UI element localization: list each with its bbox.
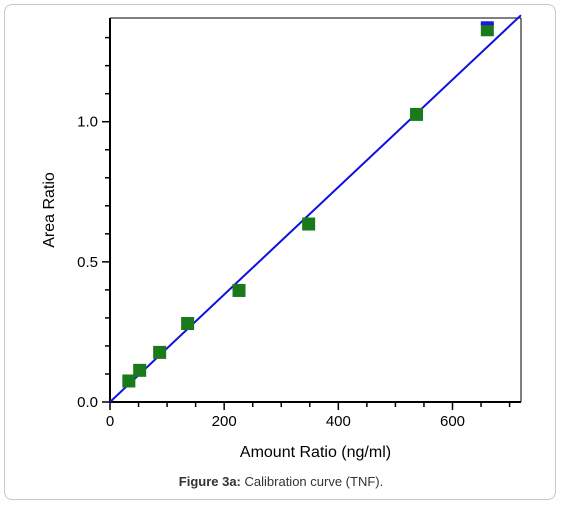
- data-point: [181, 317, 195, 331]
- y-tick-label: 0.5: [77, 254, 98, 271]
- x-ticks: 0 200 400 600: [106, 402, 511, 430]
- y-ticks: 0.0 0.5 1.0: [77, 36, 110, 411]
- data-point: [480, 23, 494, 37]
- figure-label: Figure 3a:: [178, 474, 241, 489]
- x-tick-label: 0: [106, 413, 114, 430]
- calibration-chart: 0 200 400 600 0.0 0.5 1.0 Amount Ratio (ng/ml…: [41, 14, 522, 461]
- x-axis-label: Amount Ratio (ng/ml): [240, 444, 391, 461]
- fit-line: [109, 14, 522, 403]
- y-axis-label: Area Ratio: [41, 172, 58, 248]
- x-tick-label: 400: [326, 413, 351, 430]
- data-point: [410, 107, 424, 121]
- x-tick-label: 600: [440, 413, 465, 430]
- fit-line-group: [109, 14, 522, 403]
- data-points: [122, 21, 494, 388]
- figure-caption: Figure 3a: Calibration curve (TNF).: [0, 474, 562, 489]
- data-point: [232, 283, 246, 297]
- data-point-top-accent: [480, 21, 494, 26]
- data-point: [133, 363, 147, 377]
- data-point: [302, 217, 316, 231]
- data-point: [153, 345, 167, 359]
- x-tick-label: 200: [212, 413, 237, 430]
- figure-frame: [4, 4, 556, 500]
- y-tick-label: 1.0: [77, 114, 98, 131]
- caption-text: Calibration curve (TNF).: [244, 474, 384, 489]
- data-point: [122, 374, 136, 388]
- y-tick-label: 0.0: [77, 394, 98, 411]
- plot-area: 0 200 400 600 0.0 0.5 1.0: [77, 14, 522, 430]
